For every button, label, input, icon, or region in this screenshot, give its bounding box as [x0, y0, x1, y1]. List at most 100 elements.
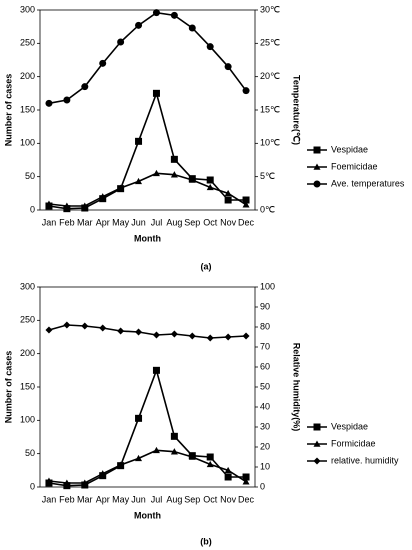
y-tick-label: 300	[20, 281, 35, 291]
x-tick-label: Jul	[151, 494, 163, 504]
legend-marker	[313, 457, 321, 465]
y2-tick-label: 10℃	[260, 138, 280, 148]
point	[152, 169, 160, 177]
plot-frame	[39, 286, 256, 488]
y2-tick-label: 0	[260, 481, 265, 491]
x-tick-label: Nov	[220, 217, 237, 227]
point	[135, 177, 143, 185]
point	[81, 202, 89, 209]
x-tick-label: Jun	[131, 494, 146, 504]
point	[45, 99, 53, 107]
x-tick-label: Aug	[166, 494, 182, 504]
x-tick-label: Jun	[131, 217, 146, 227]
y-tick-label: 250	[20, 315, 35, 325]
point	[152, 366, 160, 374]
point	[81, 322, 89, 330]
plot-frame	[39, 9, 256, 211]
x-tick-label: Feb	[59, 494, 75, 504]
series-line	[48, 172, 247, 207]
y2-tick-label: 30	[260, 421, 270, 431]
legend-marker	[313, 423, 321, 431]
point	[224, 466, 232, 474]
point	[63, 321, 71, 329]
point	[188, 176, 196, 183]
point	[117, 461, 125, 468]
x-tick-label: Jan	[42, 494, 57, 504]
point	[152, 331, 160, 339]
y-tick-label: 200	[20, 71, 35, 81]
point	[224, 189, 232, 197]
series-line	[48, 367, 247, 487]
point	[135, 328, 143, 336]
y2-axis-label: Relative humidity(%)	[292, 343, 302, 432]
y2-tick-label: 100	[260, 281, 275, 291]
y2-tick-label: 15℃	[260, 104, 280, 114]
point	[188, 24, 196, 32]
y2-tick-label: 20℃	[260, 71, 280, 81]
x-tick-label: Sep	[184, 217, 200, 227]
point	[45, 200, 53, 207]
point	[206, 183, 214, 191]
legend-marker	[313, 440, 321, 447]
point	[81, 83, 89, 91]
y-tick-label: 150	[20, 381, 35, 391]
y-tick-label: 150	[20, 104, 35, 114]
x-tick-label: Mar	[77, 217, 93, 227]
x-tick-label: Jul	[151, 217, 163, 227]
point	[206, 460, 214, 468]
y2-axis-label: Temperature(℃)	[292, 75, 302, 145]
caption: (b)	[200, 536, 212, 546]
y-axis-label: Number of cases	[3, 351, 13, 424]
legend-marker	[313, 180, 321, 188]
x-tick-label: Sep	[184, 494, 200, 504]
y2-tick-label: 10	[260, 461, 270, 471]
point	[117, 327, 125, 335]
y2-tick-label: 90	[260, 301, 270, 311]
x-tick-label: Dec	[238, 217, 255, 227]
point	[242, 478, 250, 485]
legend-label: relative. humidity	[331, 455, 399, 465]
y-tick-label: 0	[30, 204, 35, 214]
point	[224, 473, 232, 481]
x-tick-label: Apr	[96, 217, 110, 227]
point	[170, 432, 178, 440]
point	[81, 479, 89, 486]
y2-tick-label: 20	[260, 441, 270, 451]
x-tick-label: Oct	[203, 494, 218, 504]
x-tick-label: Feb	[59, 217, 75, 227]
y-tick-label: 50	[25, 448, 35, 458]
point	[224, 63, 232, 71]
point	[170, 155, 178, 163]
point	[63, 202, 71, 209]
x-tick-label: Nov	[220, 494, 237, 504]
point	[45, 477, 53, 484]
point	[170, 171, 178, 178]
y-tick-label: 100	[20, 415, 35, 425]
point	[206, 453, 214, 461]
point	[170, 448, 178, 455]
x-tick-label: Mar	[77, 494, 93, 504]
point	[152, 9, 160, 17]
point	[135, 21, 143, 29]
legend-marker	[313, 146, 321, 154]
y-tick-label: 100	[20, 138, 35, 148]
legend-marker	[313, 163, 321, 170]
point	[242, 332, 250, 340]
y2-tick-label: 40	[260, 401, 270, 411]
point	[63, 479, 71, 486]
point	[242, 201, 250, 208]
y2-tick-label: 0℃	[260, 204, 275, 214]
point	[170, 11, 178, 19]
y2-tick-label: 5℃	[260, 171, 275, 181]
legend-label: Ave. temperatures	[331, 178, 405, 188]
caption: (a)	[201, 261, 212, 271]
point	[99, 470, 107, 477]
legend-label: Formicidae	[331, 438, 376, 448]
point	[117, 184, 125, 191]
point	[224, 196, 232, 204]
legend-label: Vespidae	[331, 144, 368, 154]
legend-label: Vespidae	[331, 421, 368, 431]
legend-label: Foemicidae	[331, 161, 378, 171]
point	[188, 453, 196, 460]
point	[206, 334, 214, 342]
